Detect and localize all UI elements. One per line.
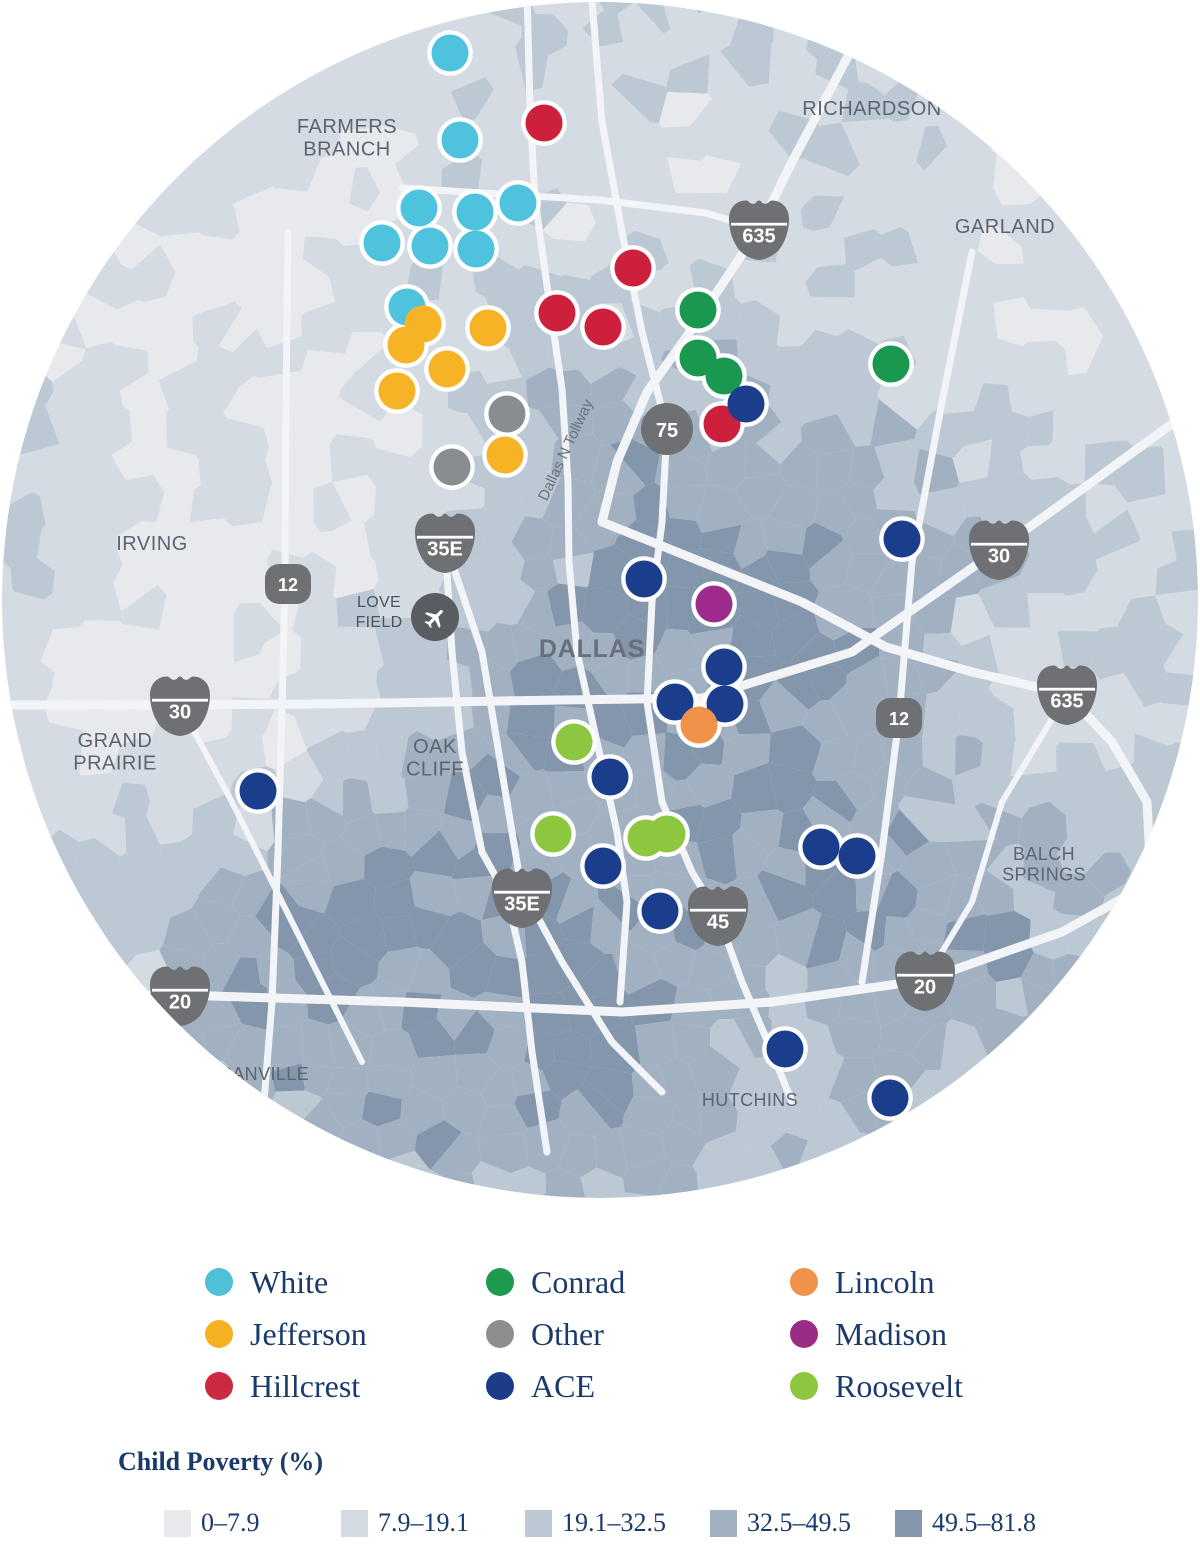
svg-text:Other: Other	[531, 1316, 604, 1352]
svg-text:35E: 35E	[504, 894, 540, 916]
svg-text:IRVING: IRVING	[116, 533, 188, 555]
svg-text:FIELD: FIELD	[356, 614, 403, 631]
svg-text:DALLAS: DALLAS	[539, 635, 645, 663]
svg-text:Lincoln: Lincoln	[835, 1264, 935, 1300]
svg-text:0–7.9: 0–7.9	[201, 1508, 260, 1537]
svg-text:20: 20	[914, 977, 936, 999]
svg-text:12: 12	[278, 575, 298, 595]
svg-text:SPRINGS: SPRINGS	[1002, 864, 1086, 884]
svg-text:BALCH: BALCH	[1013, 844, 1075, 864]
svg-text:HUTCHINS: HUTCHINS	[702, 1090, 798, 1110]
svg-text:635: 635	[1050, 691, 1083, 713]
svg-text:GRAND: GRAND	[78, 730, 153, 752]
svg-text:20: 20	[169, 992, 191, 1014]
svg-text:White: White	[250, 1264, 328, 1300]
svg-text:PRAIRIE: PRAIRIE	[73, 752, 157, 774]
svg-text:45: 45	[707, 912, 729, 934]
svg-text:75: 75	[656, 420, 678, 442]
svg-text:Jefferson: Jefferson	[250, 1316, 367, 1352]
svg-text:CLIFF: CLIFF	[406, 758, 464, 780]
svg-text:Hillcrest: Hillcrest	[250, 1368, 360, 1404]
svg-text:Child Poverty (%): Child Poverty (%)	[118, 1447, 323, 1476]
svg-text:FARMERS: FARMERS	[297, 116, 397, 138]
svg-text:CANVILLE: CANVILLE	[219, 1064, 309, 1084]
svg-text:35E: 35E	[427, 539, 463, 561]
svg-text:7.9–19.1: 7.9–19.1	[378, 1508, 469, 1537]
svg-text:GARLAND: GARLAND	[955, 216, 1055, 238]
svg-text:LOVE: LOVE	[357, 594, 401, 611]
svg-text:RICHARDSON: RICHARDSON	[802, 98, 941, 120]
svg-text:Conrad: Conrad	[531, 1264, 625, 1300]
svg-text:ACE: ACE	[531, 1368, 595, 1404]
svg-text:12: 12	[889, 709, 909, 729]
svg-text:49.5–81.8: 49.5–81.8	[932, 1508, 1036, 1537]
svg-text:19.1–32.5: 19.1–32.5	[562, 1508, 666, 1537]
svg-text:Roosevelt: Roosevelt	[835, 1368, 963, 1404]
svg-text:30: 30	[169, 702, 191, 724]
svg-text:OAK: OAK	[413, 736, 457, 758]
svg-text:BRANCH: BRANCH	[303, 138, 390, 160]
svg-text:635: 635	[742, 226, 775, 248]
svg-text:30: 30	[988, 546, 1010, 568]
svg-text:32.5–49.5: 32.5–49.5	[747, 1508, 851, 1537]
svg-text:Madison: Madison	[835, 1316, 947, 1352]
